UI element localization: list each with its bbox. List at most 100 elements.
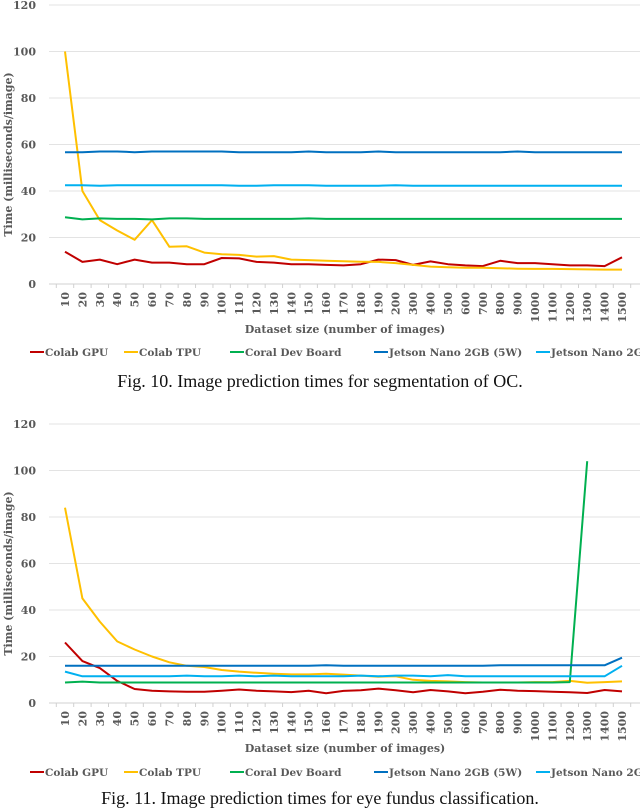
x-tick-label: 30 [94, 711, 107, 727]
x-tick-label: 1400 [599, 292, 612, 323]
y-tick-label: 60 [21, 558, 37, 571]
y-tick-label: 20 [21, 232, 37, 245]
x-tick-label: 40 [111, 711, 124, 727]
legend-item: Colab GPU [30, 347, 108, 359]
x-tick-label: 160 [320, 292, 333, 315]
x-tick-label: 170 [338, 292, 351, 315]
legend-item: Coral Dev Board [230, 347, 342, 359]
x-tick-label: 20 [76, 292, 89, 308]
x-tick-label: 160 [320, 711, 333, 734]
legend-item: Jetson Nano 2GB (10W) [536, 347, 640, 359]
series-line-colab-gpu [64, 641, 623, 695]
y-tick-label: 120 [13, 0, 36, 12]
x-tick-label: 50 [129, 711, 142, 727]
x-tick-label: 1500 [616, 711, 629, 742]
y-tick-label: 100 [13, 46, 36, 59]
x-tick-label: 700 [477, 711, 490, 734]
y-tick-label: 100 [13, 465, 36, 478]
x-tick-label: 600 [459, 292, 472, 315]
x-tick-label: 1300 [581, 711, 594, 742]
x-tick-label: 400 [425, 711, 438, 734]
x-tick-label: 1200 [564, 711, 577, 742]
x-tick-label: 1000 [529, 711, 542, 742]
legend-item: Jetson Nano 2GB (5W) [374, 767, 522, 779]
y-tick-label: 0 [28, 278, 36, 291]
x-tick-label: 40 [111, 292, 124, 308]
x-tick-label: 190 [372, 292, 385, 315]
x-tick-label: 1000 [529, 292, 542, 323]
legend-label: Colab GPU [45, 767, 108, 779]
x-tick-label: 1200 [564, 292, 577, 323]
x-tick-label: 500 [442, 292, 455, 315]
series-line-coral-dev-board [64, 216, 622, 221]
x-tick-label: 190 [372, 711, 385, 734]
x-tick-label: 60 [146, 292, 159, 308]
x-tick-label: 1300 [581, 292, 594, 323]
x-tick-label: 800 [494, 292, 507, 315]
x-tick-label: 100 [216, 292, 229, 315]
y-tick-label: 20 [21, 651, 37, 664]
x-tick-label: 60 [146, 711, 159, 727]
y-axis-title: Time (milliseconds/image) [2, 491, 15, 655]
figure-caption: Fig. 10. Image prediction times for segm… [117, 371, 522, 391]
x-tick-label: 180 [355, 711, 368, 734]
x-tick-label: 170 [338, 711, 351, 734]
x-tick-label: 70 [163, 711, 176, 727]
x-tick-label: 80 [181, 711, 194, 727]
x-tick-label: 300 [407, 711, 420, 734]
legend-label: Jetson Nano 2GB (5W) [388, 767, 522, 779]
x-tick-label: 1400 [599, 711, 612, 742]
x-tick-label: 100 [216, 711, 229, 734]
legend-label: Coral Dev Board [245, 347, 342, 359]
x-tick-label: 400 [425, 292, 438, 315]
y-tick-label: 80 [21, 511, 37, 524]
series-line-colab-gpu [64, 250, 623, 268]
legend-item: Colab GPU [30, 767, 108, 779]
x-tick-label: 80 [181, 292, 194, 308]
x-tick-label: 300 [407, 292, 420, 315]
x-tick-label: 10 [59, 292, 72, 308]
legend-label: Coral Dev Board [245, 767, 342, 779]
legend-item: Colab TPU [124, 767, 201, 779]
legend-label: Colab GPU [45, 347, 108, 359]
y-tick-label: 0 [28, 697, 36, 710]
x-tick-label: 180 [355, 292, 368, 315]
x-tick-label: 130 [268, 711, 281, 734]
x-tick-label: 900 [512, 292, 525, 315]
x-tick-label: 700 [477, 292, 490, 315]
x-tick-label: 30 [94, 292, 107, 308]
x-axis-title: Dataset size (number of images) [245, 742, 446, 755]
legend-label: Jetson Nano 2GB (10W) [550, 347, 640, 359]
x-tick-label: 130 [268, 292, 281, 315]
x-tick-label: 110 [233, 292, 246, 315]
x-tick-label: 200 [390, 711, 403, 734]
y-tick-label: 40 [21, 604, 37, 617]
x-tick-label: 1100 [546, 711, 559, 742]
x-tick-label: 140 [285, 711, 298, 734]
x-tick-label: 500 [442, 711, 455, 734]
y-tick-label: 60 [21, 139, 37, 152]
x-tick-label: 50 [129, 292, 142, 308]
series-line-jetson-nano-2gb-5w- [65, 656, 623, 667]
legend-label: Jetson Nano 2GB (5W) [388, 347, 522, 359]
y-tick-label: 120 [13, 418, 36, 431]
series-line-jetson-nano-2gb-10w- [65, 184, 622, 187]
x-tick-label: 800 [494, 711, 507, 734]
series-line-jetson-nano-2gb-10w- [64, 664, 623, 678]
legend-label: Jetson Nano 2GB (10W) [550, 767, 640, 779]
figure-caption: Fig. 11. Image prediction times for eye … [101, 788, 539, 808]
x-tick-label: 120 [250, 711, 263, 734]
x-tick-label: 10 [59, 711, 72, 727]
x-tick-label: 140 [285, 292, 298, 315]
legend-item: Jetson Nano 2GB (10W) [536, 767, 640, 779]
x-tick-label: 150 [303, 292, 316, 315]
x-tick-label: 70 [163, 292, 176, 308]
x-tick-label: 900 [512, 711, 525, 734]
legend-label: Colab TPU [139, 347, 201, 359]
y-tick-label: 40 [21, 185, 37, 198]
x-tick-label: 150 [303, 711, 316, 734]
x-tick-label: 1100 [546, 292, 559, 323]
series-line-coral-dev-board [64, 461, 589, 684]
